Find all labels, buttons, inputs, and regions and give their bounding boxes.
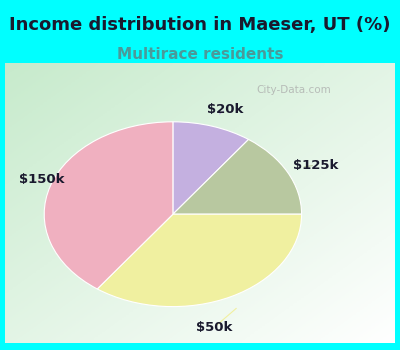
Text: City-Data.com: City-Data.com xyxy=(256,85,331,96)
Wedge shape xyxy=(173,139,302,214)
Text: $125k: $125k xyxy=(292,159,338,172)
Text: $50k: $50k xyxy=(196,321,232,334)
Wedge shape xyxy=(97,214,302,307)
Text: Income distribution in Maeser, UT (%): Income distribution in Maeser, UT (%) xyxy=(9,16,391,34)
Text: Multirace residents: Multirace residents xyxy=(117,47,283,62)
Text: $150k: $150k xyxy=(20,173,65,186)
Wedge shape xyxy=(173,122,248,214)
Text: $20k: $20k xyxy=(207,103,244,116)
Wedge shape xyxy=(44,122,173,289)
